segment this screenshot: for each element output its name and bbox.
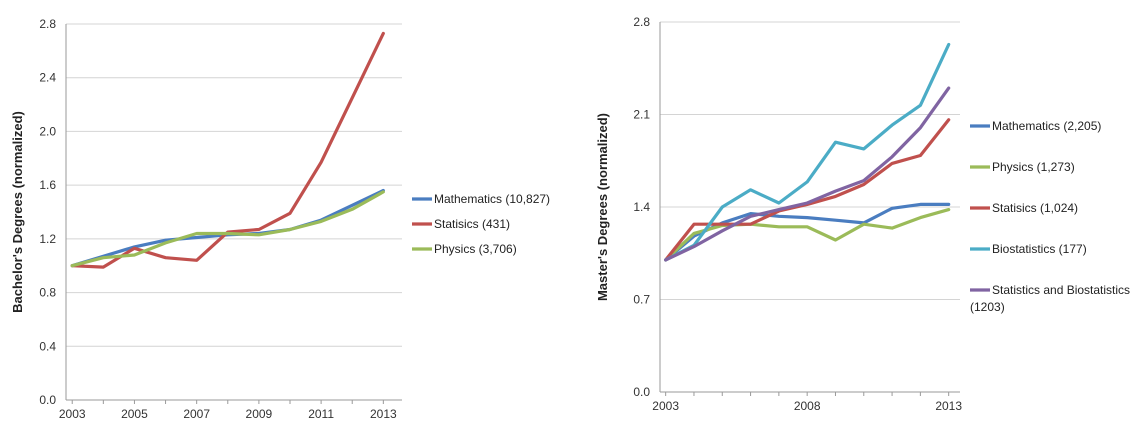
y-tick-label: 1.4	[633, 200, 650, 214]
legend: Mathematics (2,205) Physics (1,273) Statis…	[970, 119, 1130, 314]
x-tick-label: 2003	[59, 407, 86, 421]
legend-entry: Physics (3,706)	[434, 242, 517, 256]
x-tick-label: 2011	[308, 407, 334, 421]
series-line	[664, 208, 951, 262]
legend-entry: Physics (1,273)	[992, 160, 1075, 174]
x-tick-label: 2003	[652, 399, 679, 413]
series-line	[664, 42, 951, 262]
x-tick-label: 2009	[246, 407, 273, 421]
y-tick-label: 2.1	[633, 108, 650, 122]
y-tick-label: 2.4	[39, 71, 56, 85]
x-tick-label: 2013	[935, 399, 962, 413]
y-tick-label: 0.8	[39, 286, 56, 300]
bachelors-chart: 0.0 0.4 0.8 1.2 1.6 2.0 2.4 2.8 2003 2005 2007 2009…	[10, 17, 550, 421]
legend-entry: Statistics and Biostatistics (1203)	[970, 283, 1130, 314]
x-tick-label: 2005	[121, 407, 148, 421]
x-tick-label: 2007	[183, 407, 210, 421]
y-tick-label: 0.0	[39, 393, 56, 407]
legend: Mathematics (10,827) Statisics (431) Physi…	[412, 192, 550, 256]
masters-chart: 0.0 0.7 1.4 2.1 2.8 2003 2008 2013 Master's Degr…	[595, 15, 1130, 413]
x-tick-label: 2008	[794, 399, 821, 413]
series-line	[70, 190, 385, 268]
y-tick-label: 2.0	[39, 124, 56, 138]
y-tick-label: 1.6	[39, 178, 56, 192]
legend-entry: Mathematics (2,205)	[992, 119, 1101, 133]
y-tick-label: 2.8	[39, 17, 56, 31]
y-axis-label: Bachelor's Degrees (normalized)	[10, 111, 25, 313]
legend-entry: Statisics (431)	[434, 217, 510, 231]
legend-entry: Mathematics (10,827)	[434, 192, 550, 206]
x-tick-label: 2013	[370, 407, 397, 421]
y-axis-label: Master's Degrees (normalized)	[595, 113, 610, 301]
y-tick-label: 2.8	[633, 15, 650, 29]
y-tick-label: 0.0	[633, 385, 650, 399]
y-tick-label: 0.4	[39, 339, 56, 353]
series-line	[70, 188, 385, 268]
y-tick-label: 1.2	[39, 232, 56, 246]
y-tick-label: 0.7	[633, 293, 650, 307]
series-line	[664, 202, 951, 262]
legend-entry: Biostatistics (177)	[992, 242, 1087, 256]
legend-entry: Statisics (1,024)	[992, 201, 1078, 215]
series-line	[664, 86, 951, 262]
